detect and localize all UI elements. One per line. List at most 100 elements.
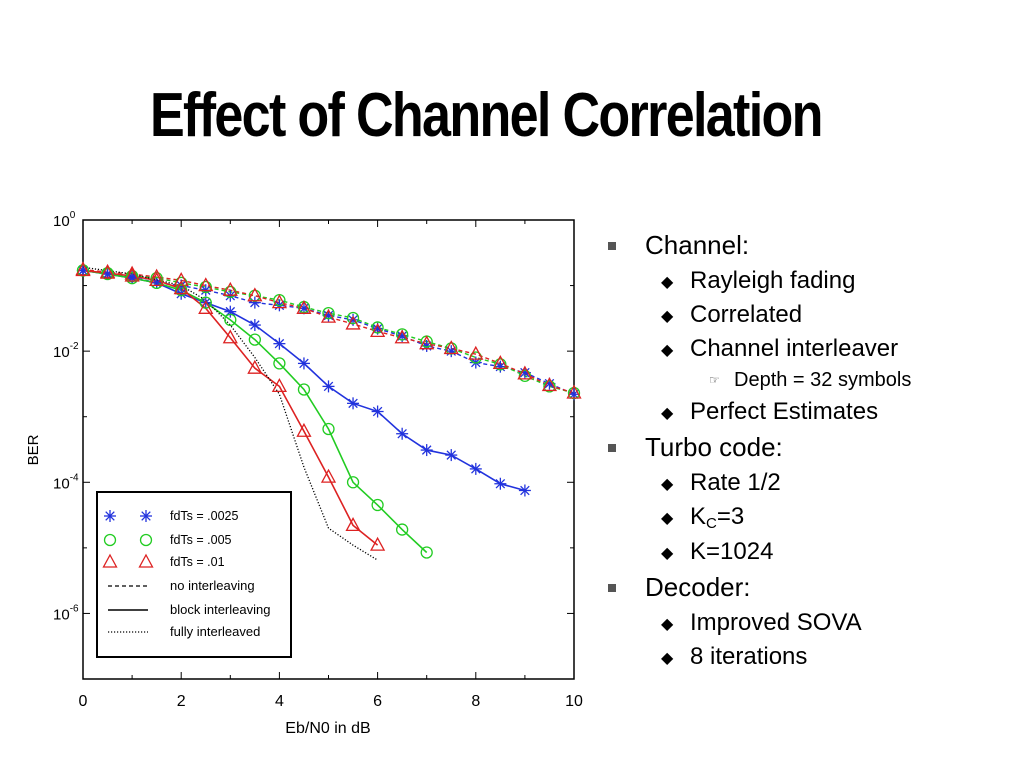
data-point <box>198 299 214 314</box>
diamond-bullet-icon: ◆ <box>661 274 674 291</box>
data-point <box>199 296 212 309</box>
bullet-text: Improved SOVA <box>690 609 862 636</box>
data-point <box>322 306 335 320</box>
bullet-text: Turbo code: <box>645 432 783 462</box>
chart-legend: fdTs = .0025 fdTs = .005 fdTs = .01 no inte… <box>96 491 292 658</box>
bullet-item: ◆ Perfect Estimates <box>605 398 1020 426</box>
diamond-bullet-icon: ◆ <box>661 342 674 359</box>
bullet-item: ◆ Rayleigh fading <box>605 267 1020 295</box>
bullet-item: ☞ Depth = 32 symbols <box>605 369 1020 392</box>
data-point <box>543 380 556 393</box>
x-tick-label: 0 <box>79 693 88 710</box>
square-bullet-icon <box>608 584 616 592</box>
bullet-item: Decoder: <box>605 572 1020 603</box>
bullet-text: Channel: <box>645 230 750 260</box>
data-point <box>518 484 531 497</box>
diamond-bullet-icon: ◆ <box>661 545 674 562</box>
bullet-item: ◆ Rate 1/2 <box>605 469 1020 497</box>
data-point <box>469 462 482 475</box>
series-line <box>82 269 575 394</box>
data-point <box>420 546 433 559</box>
diamond-bullet-icon: ◆ <box>661 308 674 325</box>
data-point <box>149 272 165 287</box>
data-point <box>138 553 154 568</box>
diamond-bullet-icon: ◆ <box>661 405 674 422</box>
data-point <box>198 277 214 292</box>
y-tick-label: 100 <box>53 210 76 230</box>
series-line <box>82 269 428 554</box>
data-point <box>346 476 360 489</box>
data-point <box>322 422 335 436</box>
bullet-text: Channel interleaver <box>690 335 899 362</box>
data-point <box>494 477 507 490</box>
bullet-text: Depth = 32 symbols <box>734 369 912 391</box>
data-point <box>517 365 533 380</box>
legend-label: fdTs = .0025 <box>170 509 238 523</box>
bullet-text: Perfect Estimates <box>690 398 879 425</box>
data-point <box>396 427 409 440</box>
data-point <box>371 405 384 418</box>
data-point <box>222 329 238 344</box>
x-tick-label: 2 <box>177 693 186 710</box>
data-point <box>370 323 386 338</box>
data-point <box>102 553 118 568</box>
data-point <box>420 444 433 457</box>
x-tick-label: 4 <box>275 693 284 710</box>
series-line <box>82 266 378 561</box>
data-point <box>273 337 286 350</box>
bullet-text: Decoder: <box>645 572 751 602</box>
data-point <box>271 378 287 393</box>
bullet-text: K <box>690 503 707 530</box>
data-point <box>271 294 287 309</box>
series-line <box>82 269 575 395</box>
diamond-bullet-icon: ◆ <box>661 476 674 493</box>
data-point <box>248 319 261 332</box>
y-tick-label: 10-6 <box>53 603 79 623</box>
data-point <box>394 329 410 344</box>
y-tick-label: 10-2 <box>53 341 79 361</box>
data-point <box>140 510 152 522</box>
data-point <box>297 357 310 370</box>
y-axis-label: BER <box>25 434 42 465</box>
data-point <box>371 321 384 334</box>
data-point <box>139 533 153 547</box>
data-point <box>224 285 237 299</box>
data-point <box>247 359 263 374</box>
bullet-item: ◆ K=1024 <box>605 538 1020 566</box>
data-point <box>541 377 558 392</box>
data-point <box>320 308 337 323</box>
diamond-bullet-icon: ◆ <box>661 616 674 633</box>
data-point <box>320 468 337 483</box>
data-point <box>468 345 484 360</box>
chart-markers <box>75 261 582 559</box>
bullet-text: K=1024 <box>690 538 774 565</box>
diamond-bullet-icon: ◆ <box>661 510 674 527</box>
legend-label: fdTs = .01 <box>170 555 225 569</box>
data-point <box>494 360 507 373</box>
data-point <box>103 533 117 547</box>
data-point <box>104 510 116 522</box>
data-point <box>75 262 91 277</box>
bullet-item: ◆ KC=3 <box>605 503 1020 532</box>
bullet-item: ◆ Correlated <box>605 301 1020 329</box>
slide-title: Effect of Channel Correlation <box>150 81 823 150</box>
data-point <box>173 272 189 287</box>
data-point <box>296 299 312 314</box>
legend-box <box>96 491 292 658</box>
bullet-text: 8 iterations <box>690 643 808 670</box>
data-point <box>322 380 335 393</box>
legend-label: block interleaving <box>170 602 270 617</box>
data-point <box>345 315 361 330</box>
data-point <box>370 536 386 551</box>
bullet-item: ◆ Channel interleaver <box>605 335 1020 363</box>
data-point <box>345 517 361 532</box>
bullet-suffix: =3 <box>716 503 745 530</box>
legend-label: fully interleaved <box>170 624 260 639</box>
bullet-item: Turbo code: <box>605 432 1020 463</box>
legend-label: no interleaving <box>170 578 255 593</box>
bullet-item: ◆ 8 iterations <box>605 643 1020 671</box>
data-point <box>248 333 262 346</box>
data-point <box>296 422 312 437</box>
bullet-subscript: C <box>706 515 717 532</box>
